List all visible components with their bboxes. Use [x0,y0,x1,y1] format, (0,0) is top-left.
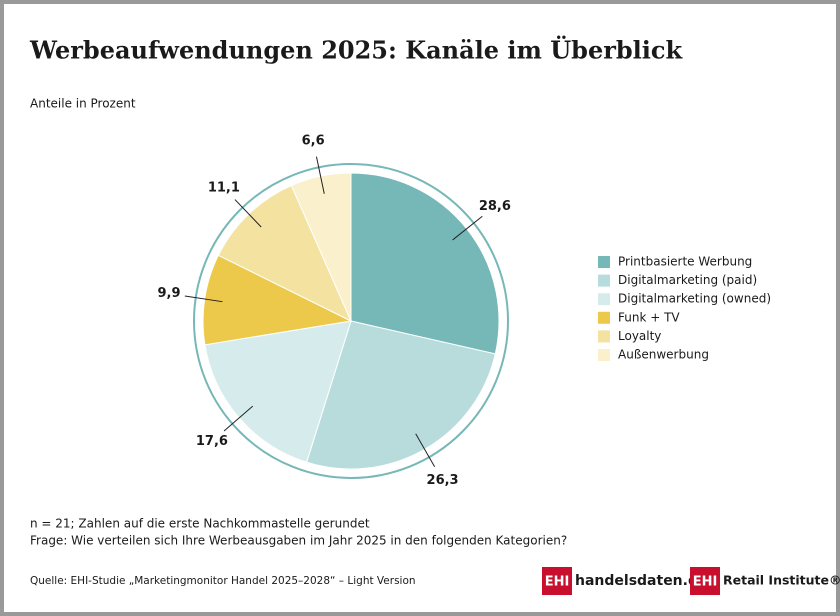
leader-line [415,433,436,467]
data-label: 17,6 [196,434,228,449]
leader-line [234,199,262,228]
legend-swatch [598,349,610,361]
logo: EHI handelsdaten.de EHI Retail Institute… [542,567,840,595]
logo-text: handelsdaten.de [575,573,708,589]
legend-swatch [598,293,610,306]
legend-label: Außenwerbung [618,348,709,362]
legend-swatch [598,311,610,324]
note: n = 21; Zahlen auf die erste Nachkommast… [30,517,370,531]
legend-label: Loyalty [618,329,661,343]
leader-line [315,156,325,194]
legend-swatch [598,256,610,268]
legend-label: Digitalmarketing (paid) [618,273,757,287]
logo-mark: EHI [693,575,718,590]
data-label: 26,3 [427,473,459,488]
logo-box [690,567,720,595]
legend-swatch [598,274,610,287]
logo-mark: EHI [545,575,570,590]
data-label: 6,6 [302,133,325,148]
data-label: 28,6 [479,199,511,214]
source: Quelle: EHI-Studie „Marketingmonitor Han… [30,575,416,587]
legend-label: Funk + TV [618,310,680,324]
leader-line [452,215,483,241]
logo-text: Retail Institute® [723,573,840,588]
leader-line [223,405,254,432]
subtitle: Anteile in Prozent [30,97,136,111]
legend-label: Printbasierte Werbung [618,255,752,269]
pie-ring [193,163,509,479]
data-label: 9,9 [158,286,181,301]
chart-title: Werbeaufwendungen 2025: Kanäle im Überbl… [29,36,683,65]
data-label: 11,1 [208,180,240,195]
note: Frage: Wie verteilen sich Ihre Werbeausg… [30,534,567,548]
leader-line [184,295,223,303]
logo-box [542,567,572,595]
legend-swatch [598,330,610,343]
legend-label: Digitalmarketing (owned) [618,292,771,306]
